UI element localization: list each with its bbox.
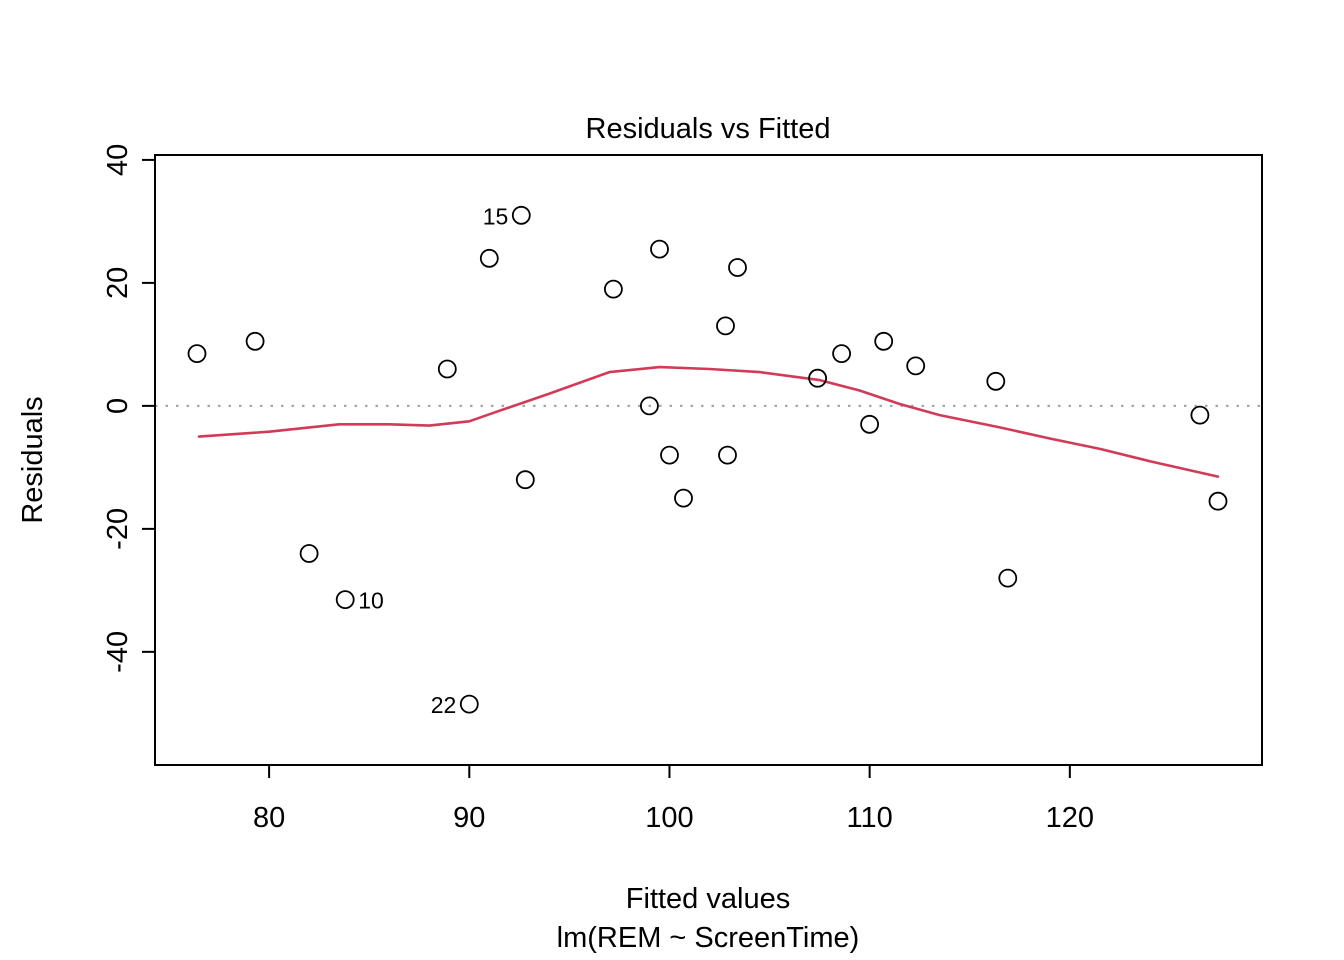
y-axis-label: Residuals [17,396,49,523]
y-tick-label: 0 [102,398,134,414]
plot-frame [154,154,1263,766]
y-tick-label: 20 [102,267,134,299]
point-id-label: 10 [358,588,384,614]
data-point [245,331,265,351]
data-point [986,371,1006,391]
data-point [718,445,737,465]
data-point [674,488,693,508]
data-point [650,239,669,259]
x-tick-label: 90 [453,802,485,834]
y-tick-label: 40 [102,144,134,176]
data-point [515,470,535,490]
point-id-label: 22 [431,692,457,718]
data-point [728,258,747,277]
data-point [808,368,827,388]
data-point [998,568,1018,588]
y-tick-label: -20 [102,508,134,550]
chart-title: Residuals vs Fitted [586,113,831,145]
data-point [511,205,531,225]
data-point [832,344,851,364]
x-tick-label: 120 [1046,802,1094,834]
x-tick-label: 80 [253,802,285,834]
data-point [187,344,207,364]
data-point [1190,405,1210,425]
data-point [716,316,735,336]
data-point [459,694,479,714]
x-tick-label: 100 [645,802,693,834]
data-point [604,279,623,299]
data-point [335,590,355,609]
x-tick-label: 110 [847,802,893,834]
data-point [479,248,499,268]
plot-area: 10 22 15 80 90 100 110 120 -40 -20 0 20 40 [102,144,1263,834]
data-point [660,445,679,465]
data-point [906,356,926,376]
data-point [860,414,879,434]
data-point [437,359,457,379]
data-point [640,396,659,416]
smooth-line [197,365,1220,478]
model-subtitle: lm(REM ~ ScreenTime) [557,922,860,954]
data-point [299,544,319,563]
data-point [874,331,894,351]
point-id-label: 15 [483,203,509,229]
y-tick-label: -40 [102,631,134,673]
x-axis-label: Fitted values [626,883,790,915]
data-point [1208,491,1228,511]
